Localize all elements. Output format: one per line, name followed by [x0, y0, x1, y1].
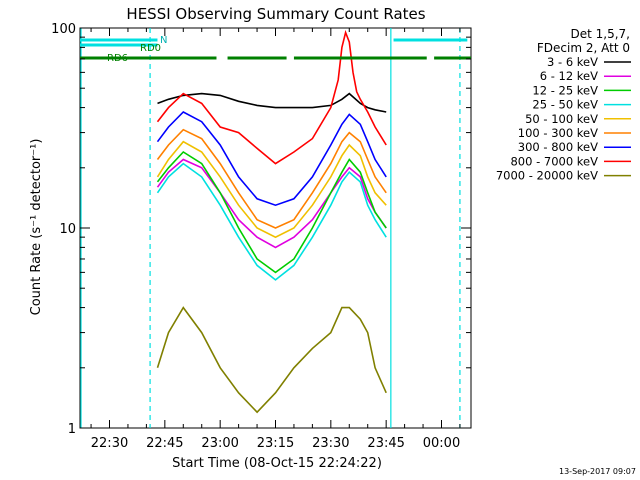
x-tick-label-3: 23:15 — [257, 436, 294, 451]
legend-label-6: 300 - 800 keV — [518, 140, 598, 154]
x-tick-label-5: 23:45 — [367, 436, 404, 451]
legend-label-2: 12 - 25 keV — [532, 83, 598, 97]
y-tick-label-2: 100 — [51, 22, 76, 37]
series-line-1 — [156, 158, 387, 249]
series-line-5 — [156, 128, 387, 229]
footer-date: 13-Sep-2017 09:07 — [559, 467, 636, 476]
x-tick-label-0: 22:30 — [91, 436, 128, 451]
x-axis: 22:30 22:45 23:00 23:15 23:30 23:45 00:00 — [90, 28, 461, 451]
legend-label-8: 7000 - 20000 keV — [496, 169, 598, 183]
x-tick-label-4: 23:30 — [312, 436, 349, 451]
legend-label-7: 800 - 7000 keV — [510, 154, 598, 168]
y-axis-label: Count Rate (s⁻¹ detector⁻¹) — [29, 139, 44, 316]
x-tick-label-2: 23:00 — [201, 436, 238, 451]
series-line-0 — [157, 92, 387, 113]
chart-title: HESSI Observing Summary Count Rates — [126, 5, 425, 23]
x-axis-label: Start Time (08-Oct-15 22:24:22) — [172, 456, 382, 471]
series-line-7 — [156, 29, 387, 165]
legend-label-0: 3 - 6 keV — [547, 55, 598, 69]
flag-label-n: N — [160, 35, 167, 46]
legend-label-4: 50 - 100 keV — [525, 112, 598, 126]
y-tick-label-1: 10 — [59, 222, 76, 237]
legend-header-line-2: FDecim 2, Att 0 — [537, 41, 630, 55]
legend-header-line-1: Det 1,5,7, — [571, 27, 631, 41]
legend-label-3: 25 - 50 keV — [532, 98, 598, 112]
legend-label-1: 6 - 12 keV — [540, 69, 598, 83]
series-line-4 — [156, 140, 387, 239]
x-tick-label-1: 22:45 — [146, 436, 183, 451]
legend-label-5: 100 - 300 keV — [518, 126, 598, 140]
y-tick-label-0: 1 — [68, 422, 76, 437]
series-line-2 — [156, 150, 387, 274]
x-tick-label-6: 00:00 — [423, 436, 460, 451]
series-line-6 — [156, 111, 387, 207]
series-line-8 — [156, 306, 387, 414]
flag-label-rd6: RD6 — [107, 53, 128, 64]
series-line-3 — [156, 162, 387, 281]
flag-label-rd0: RD0 — [140, 43, 161, 54]
y-axis: 1 10 100 — [51, 22, 471, 437]
